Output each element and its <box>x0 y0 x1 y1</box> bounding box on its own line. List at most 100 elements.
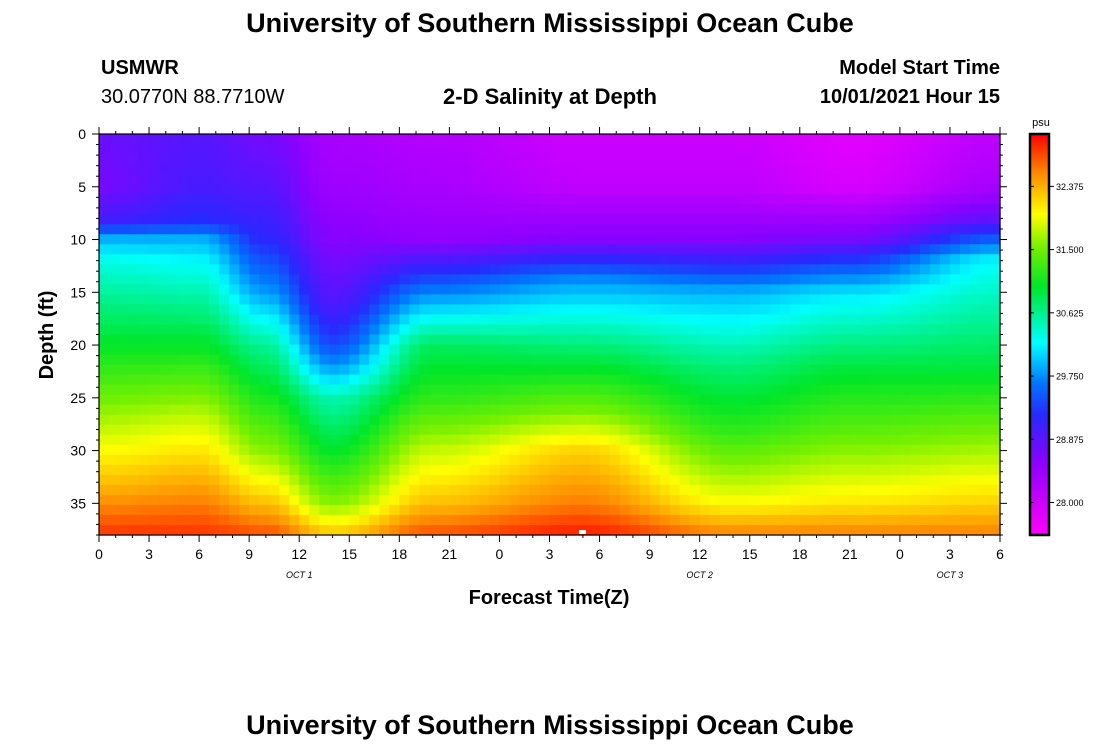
heatmap-cell <box>729 184 741 195</box>
heatmap-cell <box>789 154 801 165</box>
heatmap-cell <box>119 244 130 255</box>
heatmap-cell <box>149 304 160 316</box>
heatmap-cell <box>909 374 921 386</box>
heatmap-cell <box>499 464 511 476</box>
heatmap-cell <box>829 314 841 326</box>
heatmap-cell <box>939 234 951 245</box>
heatmap-cell <box>769 344 781 356</box>
heatmap-cell <box>979 494 991 506</box>
heatmap-cell <box>139 344 150 356</box>
heatmap-cell <box>769 454 781 466</box>
heatmap-cell <box>749 414 761 426</box>
heatmap-cell <box>229 474 240 486</box>
heatmap-cell <box>989 134 1001 145</box>
heatmap-cell <box>659 214 671 225</box>
heatmap-cell <box>869 144 881 155</box>
heatmap-cell <box>759 424 771 436</box>
heatmap-cell <box>349 214 360 225</box>
heatmap-cell <box>219 514 230 526</box>
heatmap-cell <box>459 254 471 265</box>
heatmap-cell <box>259 424 270 436</box>
heatmap-cell <box>139 454 150 466</box>
heatmap-cell <box>719 514 731 526</box>
heatmap-cell <box>899 264 911 275</box>
heatmap-cell <box>269 334 280 346</box>
heatmap-cell <box>539 264 551 275</box>
heatmap-cell <box>529 404 541 416</box>
heatmap-cell <box>499 444 511 456</box>
heatmap-cell <box>669 414 681 426</box>
heatmap-cell <box>239 354 250 366</box>
heatmap-cell <box>279 434 290 446</box>
heatmap-cell <box>379 344 390 356</box>
heatmap-cell <box>389 434 400 446</box>
heatmap-cell <box>759 324 771 336</box>
heatmap-cell <box>939 324 951 336</box>
heatmap-cell <box>639 304 651 316</box>
heatmap-cell <box>779 154 791 165</box>
heatmap-cell <box>219 394 230 406</box>
heatmap-cell <box>889 374 901 386</box>
heatmap-cell <box>369 484 380 496</box>
heatmap-cell <box>569 414 581 426</box>
heatmap-cell <box>899 434 911 446</box>
heatmap-cell <box>799 184 811 195</box>
heatmap-cell <box>109 434 120 446</box>
heatmap-cell <box>679 144 691 155</box>
heatmap-cell <box>859 134 871 145</box>
heatmap-cell <box>769 374 781 386</box>
colorbar-frame <box>1028 132 1051 537</box>
heatmap-cell <box>109 154 120 165</box>
heatmap-cell <box>739 284 751 296</box>
heatmap-cell <box>809 204 821 215</box>
heatmap-cell <box>989 214 1001 225</box>
heatmap-cell <box>909 144 921 155</box>
heatmap-cell <box>319 324 330 336</box>
heatmap-cell <box>519 324 531 336</box>
heatmap-cell <box>259 264 270 275</box>
heatmap-cell <box>159 464 170 476</box>
heatmap-cell <box>249 244 260 255</box>
heatmap-cell <box>99 244 110 255</box>
heatmap-cell <box>159 164 170 175</box>
heatmap-cell <box>269 254 280 265</box>
heatmap-cell <box>889 204 901 215</box>
heatmap-cell <box>239 494 250 506</box>
heatmap-cell <box>539 244 551 255</box>
heatmap-cell <box>819 304 831 316</box>
heatmap-cell <box>969 464 981 476</box>
heatmap-cell <box>259 344 270 356</box>
heatmap-cell <box>799 244 811 255</box>
heatmap-cell <box>699 304 711 316</box>
heatmap-cell <box>269 204 280 215</box>
heatmap-cell <box>649 164 661 175</box>
heatmap-cell <box>109 494 120 506</box>
heatmap-cell <box>99 224 110 235</box>
heatmap-cell <box>159 274 170 285</box>
heatmap-cell <box>759 234 771 245</box>
heatmap-cell <box>429 204 440 215</box>
heatmap-cell <box>359 394 370 406</box>
heatmap-cell <box>879 524 891 536</box>
heatmap-cell <box>949 234 961 245</box>
heatmap-cell <box>379 214 390 225</box>
heatmap-cell <box>119 254 130 265</box>
heatmap-cell <box>589 154 601 165</box>
heatmap-cell <box>429 504 440 516</box>
heatmap-cell <box>489 464 501 476</box>
heatmap-cell <box>739 234 751 245</box>
heatmap-cell <box>529 264 541 275</box>
heatmap-cell <box>269 474 280 486</box>
heatmap-cell <box>839 304 851 316</box>
heatmap-cell <box>159 224 170 235</box>
heatmap-cell <box>919 374 931 386</box>
heatmap-cell <box>429 134 440 145</box>
heatmap-cell <box>289 264 300 275</box>
heatmap-cell <box>759 454 771 466</box>
heatmap-cell <box>319 364 330 376</box>
heatmap-cell <box>609 144 621 155</box>
heatmap-cell <box>519 384 531 396</box>
heatmap-cell <box>529 144 541 155</box>
heatmap-cell <box>769 184 781 195</box>
heatmap-cell <box>829 254 841 265</box>
